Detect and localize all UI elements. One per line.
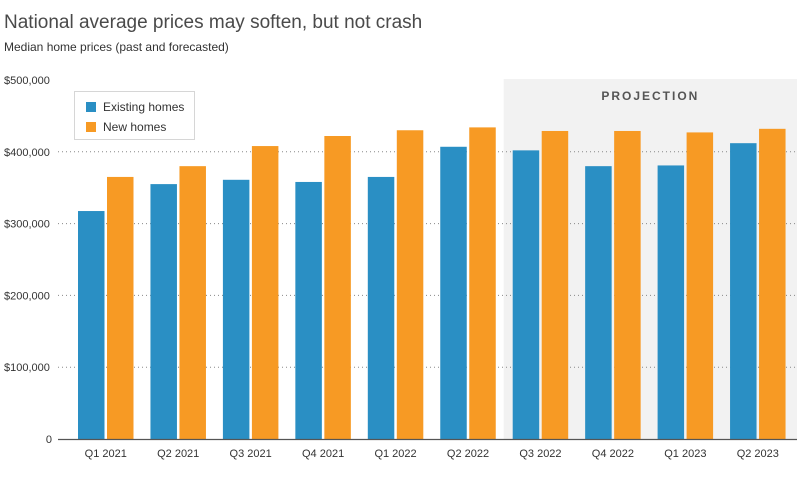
bar-existing-q1-2022 — [367, 176, 395, 439]
bar-existing-q1-2023 — [657, 165, 685, 439]
x-tick-label: Q2 2022 — [447, 448, 489, 460]
x-tick-label: Q4 2022 — [592, 448, 634, 460]
x-tick-label: Q4 2021 — [302, 448, 344, 460]
bar-existing-q1-2021 — [78, 211, 105, 439]
bar-new-q4-2021 — [324, 136, 351, 439]
y-tick-label: $400,000 — [4, 147, 50, 159]
bar-new-q3-2022 — [541, 130, 569, 439]
x-tick-label: Q3 2022 — [519, 448, 561, 460]
y-tick-label: $200,000 — [4, 290, 50, 302]
bar-new-q2-2021 — [179, 166, 206, 439]
bar-new-q1-2022 — [396, 130, 424, 439]
bar-new-q1-2023 — [686, 132, 714, 439]
x-tick-label: Q2 2023 — [737, 448, 779, 460]
bar-existing-q4-2022 — [585, 166, 612, 439]
legend-label-new-homes: New homes — [103, 120, 167, 134]
y-tick-label: $300,000 — [4, 219, 50, 231]
bar-existing-q2-2021 — [150, 184, 177, 439]
x-tick-label: Q2 2021 — [157, 448, 199, 460]
bar-new-q2-2023 — [759, 128, 786, 439]
x-tick-label: Q3 2021 — [230, 448, 272, 460]
chart-subtitle: Median home prices (past and forecasted) — [4, 40, 229, 54]
legend-item-existing-homes: Existing homes — [86, 100, 184, 114]
bar-existing-q4-2021 — [295, 181, 322, 439]
legend: Existing homes New homes — [74, 91, 195, 140]
x-tick-label: Q1 2021 — [85, 448, 127, 460]
gridlines: 0 $100,000 $200,000 $300,000 $400,000 $500,00… — [4, 75, 797, 446]
legend-item-new-homes: New homes — [86, 120, 166, 134]
legend-label-existing-homes: Existing homes — [103, 100, 185, 114]
bar-existing-q2-2022 — [440, 146, 467, 440]
bar-existing-q2-2023 — [730, 143, 757, 439]
chart-title: National average prices may soften, but … — [4, 12, 423, 33]
bars: Q1 2021 Q2 2021 Q3 2021 Q4 2021 Q1 2022 Q2 20… — [78, 127, 786, 460]
projection-label: PROJECTION — [601, 89, 699, 103]
y-tick-label: $100,000 — [4, 362, 50, 374]
legend-swatch-existing-homes — [86, 102, 96, 112]
bar-new-q3-2021 — [251, 146, 279, 439]
legend-swatch-new-homes — [86, 122, 96, 132]
x-tick-label: Q1 2023 — [664, 448, 706, 460]
y-tick-label: 0 — [46, 434, 52, 446]
bar-existing-q3-2021 — [222, 179, 250, 439]
bar-new-q1-2021 — [107, 176, 134, 439]
x-tick-label: Q1 2022 — [374, 448, 416, 460]
bar-new-q2-2022 — [469, 127, 496, 439]
y-tick-label: $500,000 — [4, 75, 50, 87]
bar-existing-q3-2022 — [512, 150, 540, 439]
bar-new-q4-2022 — [614, 130, 641, 439]
